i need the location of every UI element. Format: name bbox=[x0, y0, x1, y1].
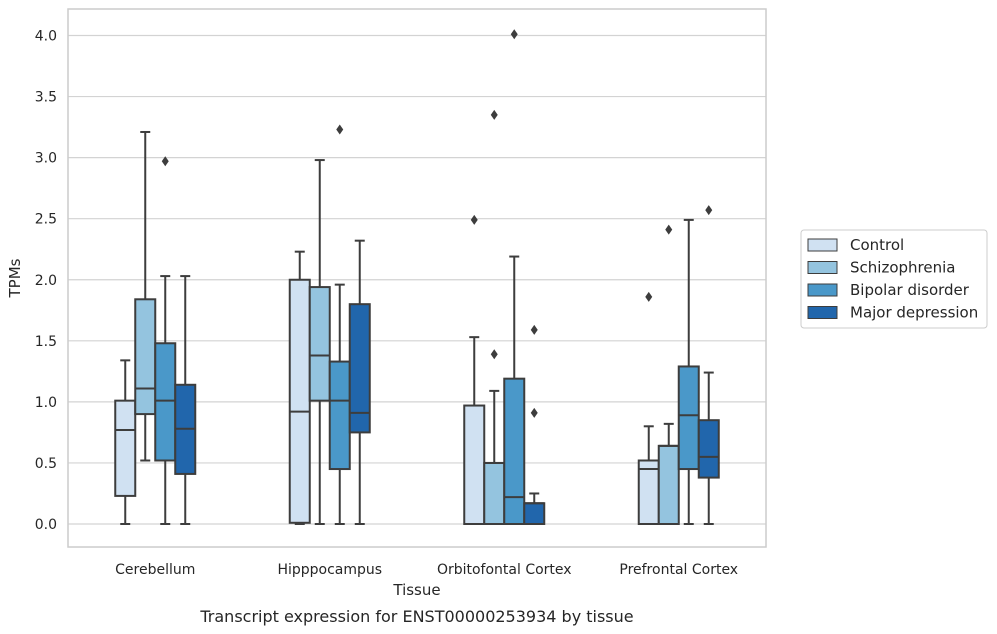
legend-label: Control bbox=[850, 236, 904, 254]
box-bipolar-disorder bbox=[328, 124, 351, 525]
box-iqr bbox=[463, 404, 486, 526]
plot-frame bbox=[67, 8, 767, 548]
y-tick-label: 1.0 bbox=[35, 395, 57, 411]
outlier-point bbox=[470, 214, 478, 225]
legend-label: Major depression bbox=[850, 304, 978, 322]
box-control bbox=[114, 359, 137, 525]
box-iqr bbox=[677, 365, 700, 471]
box-bipolar-disorder bbox=[503, 29, 526, 526]
y-axis-title: TPMs bbox=[6, 258, 24, 298]
box-iqr bbox=[154, 342, 177, 462]
box-major-depression bbox=[174, 275, 197, 525]
box-schizophrenia bbox=[308, 159, 331, 525]
boxes bbox=[114, 29, 720, 526]
box-major-depression bbox=[348, 239, 371, 525]
y-tick-label: 1.5 bbox=[35, 334, 57, 350]
box-iqr bbox=[308, 286, 331, 402]
outlier-point bbox=[490, 109, 498, 120]
box-schizophrenia bbox=[657, 224, 680, 525]
box-schizophrenia bbox=[483, 109, 506, 525]
box-bipolar-disorder bbox=[677, 218, 700, 525]
box-iqr bbox=[288, 278, 311, 524]
outlier-point bbox=[336, 124, 344, 135]
outlier-point bbox=[530, 407, 538, 418]
y-tick-label: 2.5 bbox=[35, 212, 57, 228]
x-axis-title: Tissue bbox=[392, 581, 440, 599]
x-tick-labels: Cerebellum Hipppocampus Orbitofontal Corte… bbox=[115, 562, 738, 578]
y-tick-label: 4.0 bbox=[35, 29, 57, 45]
box-iqr bbox=[657, 444, 680, 525]
legend-swatch bbox=[807, 261, 838, 274]
box-iqr bbox=[697, 419, 720, 479]
box-iqr bbox=[503, 377, 526, 526]
outlier-point bbox=[530, 324, 538, 335]
y-tick-label: 2.0 bbox=[35, 273, 57, 289]
y-tick-label: 3.0 bbox=[35, 151, 57, 167]
box-iqr bbox=[134, 298, 157, 416]
box-control bbox=[288, 250, 311, 525]
legend-items: Control Schizophrenia Bipolar disorder Majo… bbox=[807, 236, 978, 322]
outlier-point bbox=[705, 205, 713, 216]
y-tick-label: 0.0 bbox=[35, 517, 57, 533]
legend: Control Schizophrenia Bipolar disorder Majo… bbox=[800, 229, 988, 329]
legend-label: Bipolar disorder bbox=[850, 281, 970, 299]
y-tick-label: 3.5 bbox=[35, 90, 57, 106]
x-tick-label: Hipppocampus bbox=[277, 562, 382, 578]
box-major-depression bbox=[697, 205, 720, 525]
y-tick-labels: 0.0 0.5 1.0 1.5 2.0 2.5 3.0 3.5 4.0 bbox=[35, 29, 57, 534]
box-control bbox=[637, 291, 660, 525]
x-tick-label: Orbitofontal Cortex bbox=[437, 562, 572, 578]
box-iqr bbox=[523, 502, 546, 525]
legend-swatch bbox=[807, 306, 838, 319]
x-tick-label: Prefrontal Cortex bbox=[619, 562, 738, 578]
outlier-point bbox=[490, 349, 498, 360]
box-iqr bbox=[348, 303, 371, 434]
box-iqr bbox=[114, 399, 137, 497]
legend-swatch bbox=[807, 238, 838, 252]
box-major-depression bbox=[523, 324, 546, 525]
x-tick-label: Cerebellum bbox=[115, 562, 195, 578]
legend-label: Schizophrenia bbox=[850, 259, 955, 277]
y-tick-label: 0.5 bbox=[35, 456, 57, 472]
outlier-point bbox=[161, 156, 169, 167]
box-control bbox=[463, 214, 486, 526]
outlier-point bbox=[665, 224, 673, 235]
legend-swatch bbox=[807, 283, 838, 297]
outlier-point bbox=[510, 29, 518, 40]
box-iqr bbox=[328, 360, 351, 471]
outlier-point bbox=[645, 291, 653, 302]
box-bipolar-disorder bbox=[154, 156, 177, 525]
box-iqr bbox=[483, 461, 506, 525]
box-schizophrenia bbox=[134, 130, 157, 462]
figure-caption: Transcript expression for ENST0000025393… bbox=[199, 607, 633, 626]
legend-frame bbox=[800, 229, 988, 329]
